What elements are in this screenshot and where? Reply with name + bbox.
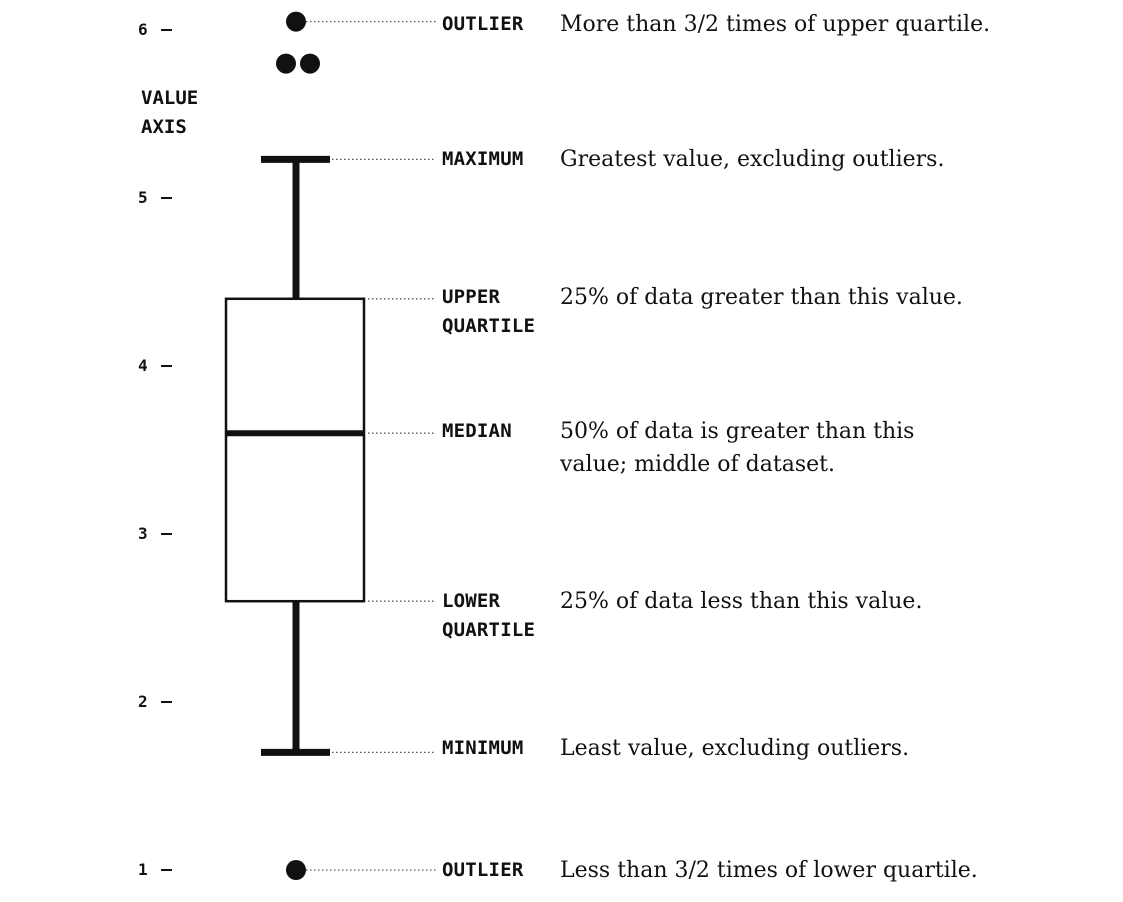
minimum-term: MINIMUM xyxy=(442,737,524,759)
outlier-point-high xyxy=(300,53,320,74)
value-axis-title-line2: AXIS xyxy=(141,116,187,138)
box-plot xyxy=(224,155,366,756)
outlier-point-high xyxy=(286,11,306,32)
tick-label-1: 1 xyxy=(138,860,148,879)
tick-label-5: 5 xyxy=(138,188,148,207)
upper-quartile-term: UPPER QUARTILE xyxy=(442,283,535,341)
tick-label-4: 4 xyxy=(138,356,148,375)
median-term: MEDIAN xyxy=(442,420,512,442)
leader-lines xyxy=(306,20,436,871)
median-desc-line2: value; middle of dataset. xyxy=(560,452,835,477)
value-axis-title-line1: VALUE xyxy=(141,87,199,109)
value-axis-ticks xyxy=(161,29,172,871)
lower-quartile-term-line2: QUARTILE xyxy=(442,619,536,641)
tick-label-2: 2 xyxy=(138,692,148,711)
interquartile-box xyxy=(224,297,366,603)
lower-quartile-desc: 25% of data less than this value. xyxy=(560,589,923,614)
outlier-points xyxy=(276,11,320,880)
upper-quartile-desc: 25% of data greater than this value. xyxy=(560,285,963,310)
outlier-low-desc: Less than 3/2 times of lower quartile. xyxy=(560,858,978,883)
upper-quartile-term-line2: QUARTILE xyxy=(442,315,536,337)
tick-label-3: 3 xyxy=(138,524,148,543)
upper-quartile-term-line1: UPPER xyxy=(442,286,501,308)
maximum-term: MAXIMUM xyxy=(442,148,524,170)
lower-quartile-term: LOWER QUARTILE xyxy=(442,587,535,645)
lower-quartile-term-line1: LOWER xyxy=(442,590,501,612)
outlier-point-high xyxy=(276,53,296,74)
outlier-high-term: OUTLIER xyxy=(442,13,524,35)
value-axis-title: VALUE AXIS xyxy=(141,84,198,142)
outlier-high-desc: More than 3/2 times of upper quartile. xyxy=(560,12,991,37)
outlier-low-term: OUTLIER xyxy=(442,859,524,881)
median-desc-line1: 50% of data is greater than this xyxy=(560,419,915,444)
median-desc: 50% of data is greater than this value; … xyxy=(560,415,914,481)
minimum-desc: Least value, excluding outliers. xyxy=(560,736,910,761)
tick-label-6: 6 xyxy=(138,20,148,39)
outlier-point-low xyxy=(286,860,306,880)
maximum-desc: Greatest value, excluding outliers. xyxy=(560,147,945,172)
